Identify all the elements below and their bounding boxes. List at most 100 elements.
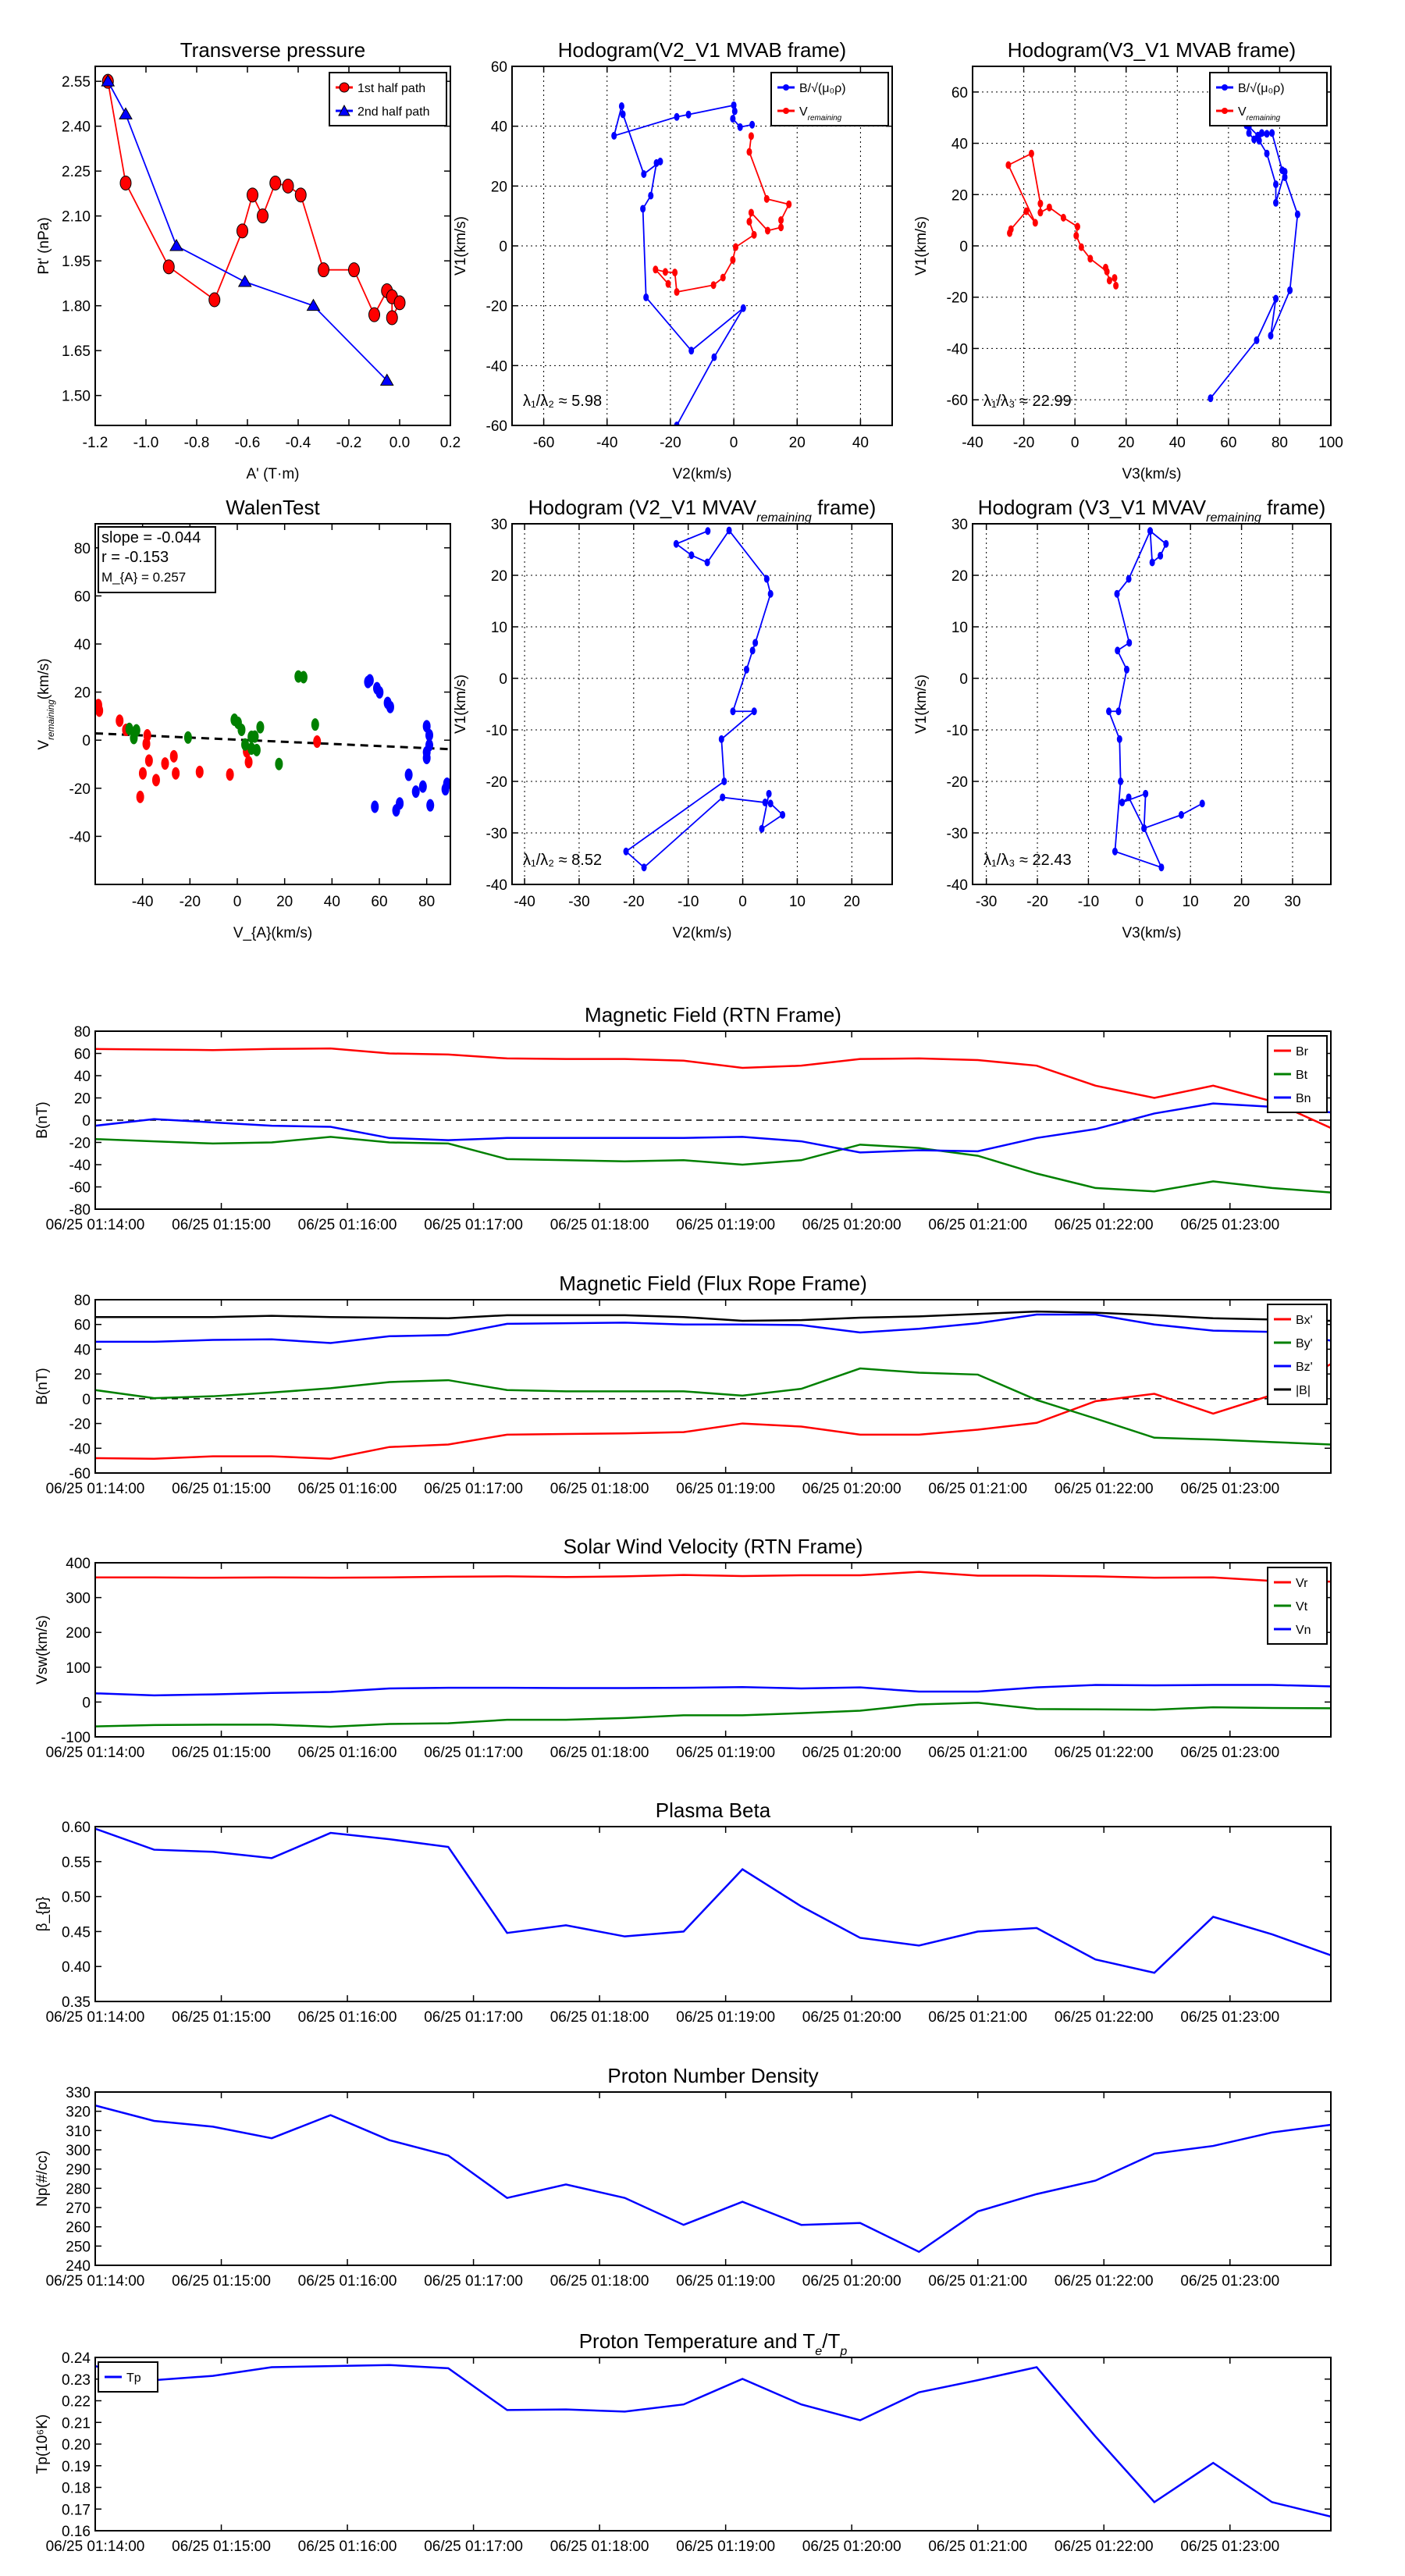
regression-line	[95, 731, 450, 751]
dot-marker	[662, 268, 668, 276]
x-tick-label: 06/25 01:22:00	[1055, 2273, 1154, 2290]
series-line	[1108, 530, 1203, 869]
x-tick-label: 06/25 01:18:00	[550, 1481, 649, 1497]
y-tick-label: 0	[82, 1113, 91, 1130]
scatter-point	[161, 757, 169, 770]
triangle-marker	[169, 238, 183, 251]
legend-label: Vt	[1296, 1600, 1308, 1614]
y-tick-label: 40	[491, 119, 507, 136]
dot-marker	[611, 131, 617, 140]
dot-marker	[740, 304, 746, 312]
scatter-point	[169, 749, 178, 763]
series-line	[95, 2105, 1331, 2254]
dot-marker	[748, 132, 754, 141]
x-tick-label: 06/25 01:17:00	[424, 1481, 523, 1497]
series-line	[624, 529, 784, 869]
x-tick-label: -0.8	[184, 435, 210, 451]
y-tick-label: 270	[66, 2201, 91, 2217]
dot-marker	[778, 216, 784, 225]
x-tick-label: -1.0	[133, 435, 159, 451]
series-line	[95, 1571, 1331, 1583]
dot-marker	[765, 226, 771, 235]
x-tick-label: 10	[1183, 894, 1199, 910]
stats-line: r = -0.153	[101, 549, 169, 566]
x-axis-label: V3(km/s)	[1122, 925, 1182, 941]
y-tick-label: -100	[61, 1730, 91, 1746]
axes-frame	[94, 1030, 1332, 1210]
x-tick-label: 06/25 01:20:00	[802, 1481, 902, 1497]
dot-marker	[780, 810, 786, 819]
y-tick-label: -20	[486, 299, 507, 315]
scatter-point	[142, 737, 151, 750]
dot-marker	[648, 191, 654, 200]
dot-marker	[1115, 707, 1122, 716]
y-tick-label: 60	[74, 589, 91, 605]
series-line	[95, 1827, 1331, 1974]
x-tick-label: -1.2	[83, 435, 108, 451]
dot-marker	[672, 269, 678, 277]
y-tick-label: -10	[486, 723, 507, 739]
chart-title: Hodogram (V2_V1 MVAVremaining frame)	[528, 496, 876, 525]
dot-marker	[1046, 203, 1052, 212]
y-tick-label: -80	[69, 1202, 91, 1219]
x-tick-label: 06/25 01:19:00	[676, 1481, 775, 1497]
y-tick-label: -20	[947, 290, 968, 307]
y-tick-label: 0.60	[62, 1820, 91, 1836]
y-axis-label: Pt' (nPa)	[36, 217, 52, 274]
scatter-point	[426, 799, 435, 812]
x-tick-label: -30	[568, 894, 589, 910]
x-tick-label: -40	[132, 894, 153, 910]
dot-marker	[1126, 793, 1132, 802]
scatter-point	[226, 768, 234, 781]
y-tick-label: 300	[66, 1591, 91, 1607]
x-tick-label: -0.6	[235, 435, 261, 451]
y-tick-label: 1.95	[62, 254, 91, 270]
y-tick-label: 20	[74, 685, 91, 702]
y-tick-label: 0	[82, 733, 91, 749]
x-tick-label: 0	[1071, 435, 1080, 451]
dot-marker	[759, 824, 765, 833]
y-tick-label: 300	[66, 2143, 91, 2159]
chart-title: Hodogram(V3_V1 MVAB frame)	[1008, 38, 1296, 62]
y-tick-label: 1.65	[62, 343, 91, 360]
plot-area	[1005, 121, 1300, 403]
legend-label: Br	[1296, 1045, 1309, 1059]
y-axis-label: B(nT)	[34, 1368, 51, 1405]
y-tick-label: -20	[69, 781, 91, 798]
scatter-point	[443, 777, 450, 790]
legend-label: Bz'	[1296, 1361, 1313, 1374]
scatter-point	[144, 754, 153, 767]
y-tick-label: 10	[951, 620, 968, 636]
dot-marker	[721, 777, 727, 785]
scatter-point	[371, 800, 379, 813]
legend-frame	[1267, 1304, 1328, 1405]
x-tick-label: 06/25 01:16:00	[298, 2009, 397, 2026]
chart-title: Proton Number Density	[607, 2064, 818, 2087]
y-tick-label: 2.55	[62, 74, 91, 91]
circle-marker	[162, 259, 175, 275]
y-tick-label: -40	[486, 877, 507, 894]
dot-marker	[1158, 551, 1164, 560]
dot-marker	[1282, 173, 1288, 181]
scatter-point	[386, 700, 394, 713]
axes-frame	[94, 2357, 1332, 2532]
stats-box: slope = -0.044 r = -0.153 M_{A} = 0.257	[98, 526, 216, 593]
x-tick-label: -30	[976, 894, 997, 910]
series-line	[613, 104, 752, 425]
y-tick-label: 0.55	[62, 1855, 91, 1871]
circle-marker	[237, 223, 248, 239]
y-tick-label: -10	[947, 723, 968, 739]
y-tick-label: 0	[499, 239, 507, 255]
y-tick-label: 0.18	[62, 2481, 91, 2497]
y-tick-label: 30	[951, 517, 968, 533]
legend-label: 1st half path	[357, 82, 425, 95]
triangle-marker	[237, 274, 252, 287]
chart-panel: Hodogram (V2_V1 MVAVremaining frame) -40 -…	[453, 496, 893, 941]
scatter-point	[311, 718, 319, 731]
y-tick-label: 20	[491, 568, 507, 585]
chart-panel: Hodogram(V2_V1 MVAB frame) -60 -40 -20 0 20 40…	[453, 38, 893, 482]
x-tick-label: 06/25 01:23:00	[1180, 2273, 1279, 2290]
y-axis-label: Vsw(km/s)	[34, 1615, 51, 1685]
x-tick-label: 06/25 01:19:00	[676, 1217, 775, 1233]
